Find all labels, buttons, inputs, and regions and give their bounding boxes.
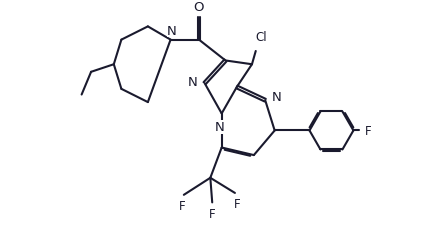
Text: N: N <box>167 25 177 37</box>
Text: N: N <box>188 75 198 88</box>
Text: F: F <box>209 207 216 220</box>
Text: O: O <box>194 1 204 14</box>
Text: F: F <box>178 199 185 212</box>
Text: F: F <box>365 124 372 137</box>
Text: N: N <box>272 91 282 104</box>
Text: N: N <box>215 121 225 134</box>
Text: F: F <box>234 197 240 210</box>
Text: Cl: Cl <box>256 31 267 44</box>
